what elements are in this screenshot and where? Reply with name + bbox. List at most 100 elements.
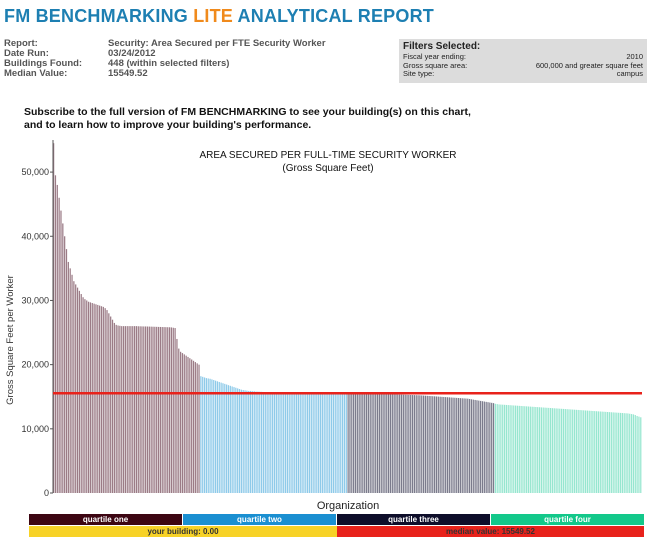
bar (251, 391, 254, 493)
bar (172, 327, 174, 493)
bar (382, 394, 384, 493)
legend-quartile-four: quartile four (491, 514, 644, 525)
bar (307, 393, 309, 493)
bar (360, 393, 362, 493)
bar (338, 393, 340, 493)
bar (562, 408, 565, 493)
bar (435, 396, 438, 493)
bar (610, 412, 612, 493)
bar (590, 410, 592, 493)
legend-quartile-two: quartile two (183, 514, 336, 525)
bar (323, 393, 325, 493)
bar (62, 223, 64, 493)
filter-label: Site type: (403, 69, 435, 78)
bar (95, 304, 97, 493)
bar (284, 392, 287, 493)
bar (73, 281, 75, 493)
bar (150, 326, 152, 493)
bar (636, 415, 638, 493)
bar (121, 326, 123, 493)
bar (148, 326, 150, 493)
filter-value: 600,000 and greater square feet (535, 60, 643, 70)
meta-label: Date Run: (4, 48, 49, 59)
bar (139, 326, 141, 493)
bar (599, 411, 601, 493)
bar (119, 325, 121, 493)
bar (375, 393, 377, 493)
bar (452, 397, 454, 493)
bar (113, 322, 115, 493)
bar (233, 387, 235, 493)
bar (503, 404, 506, 493)
bar (586, 410, 589, 493)
bar (454, 397, 456, 493)
bar (290, 392, 292, 493)
bar (419, 395, 421, 493)
y-tick-label: 0 (44, 488, 49, 498)
bar (189, 358, 191, 493)
bar (75, 284, 77, 493)
bar (422, 395, 425, 493)
title-report: ANALYTICAL REPORT (237, 6, 434, 26)
bar (281, 392, 283, 493)
bar (616, 412, 618, 493)
bar (621, 413, 623, 493)
legend-median-value: median value: 15549.52 (337, 526, 644, 537)
y-tick-label: 20,000 (21, 360, 49, 370)
bar (594, 411, 596, 493)
bar (124, 326, 127, 493)
bar (485, 401, 487, 493)
bar (577, 409, 579, 493)
bar (443, 396, 445, 493)
bar (629, 413, 631, 493)
meta-row-report: Report: Security: Area Secured per FTE S… (4, 39, 326, 49)
bar (548, 407, 550, 493)
bar (303, 393, 305, 493)
bar (511, 405, 513, 493)
bar (413, 395, 415, 493)
bar (518, 405, 520, 493)
bar (389, 394, 392, 493)
filters-heading: Filters Selected: (403, 41, 481, 52)
meta-value: 448 (within selected filters) (108, 58, 230, 69)
bar (152, 326, 154, 493)
bar (579, 410, 581, 493)
bar (513, 405, 515, 493)
bar (531, 406, 533, 493)
bar (399, 394, 401, 493)
bar (327, 393, 329, 493)
bar (356, 393, 358, 493)
chart-subtitle: (Gross Square Feet) (282, 163, 373, 174)
bar (384, 394, 386, 493)
bar (295, 393, 298, 493)
bar (231, 386, 233, 493)
bar (561, 408, 563, 493)
bar (450, 397, 452, 493)
bar (111, 319, 114, 493)
bar (507, 405, 509, 493)
bar (156, 326, 158, 493)
bar (524, 406, 526, 493)
bar (607, 412, 609, 493)
bar (275, 392, 277, 493)
bar (380, 393, 382, 493)
bar (347, 393, 349, 493)
bar (87, 301, 90, 493)
bar (283, 392, 285, 493)
bar (141, 326, 143, 493)
bar (270, 392, 272, 493)
bar (496, 404, 498, 493)
bar (145, 326, 147, 493)
bar (538, 407, 541, 493)
bar (312, 393, 314, 493)
filter-row: Site type: campus (403, 69, 643, 79)
bar (500, 404, 502, 493)
subscribe-line-1: Subscribe to the full version of FM BENC… (24, 106, 471, 118)
bar (222, 383, 224, 493)
bar (581, 410, 583, 493)
bar (546, 407, 548, 493)
bar (76, 287, 79, 493)
bar (128, 326, 130, 493)
bar (627, 413, 629, 493)
bar (378, 393, 381, 493)
